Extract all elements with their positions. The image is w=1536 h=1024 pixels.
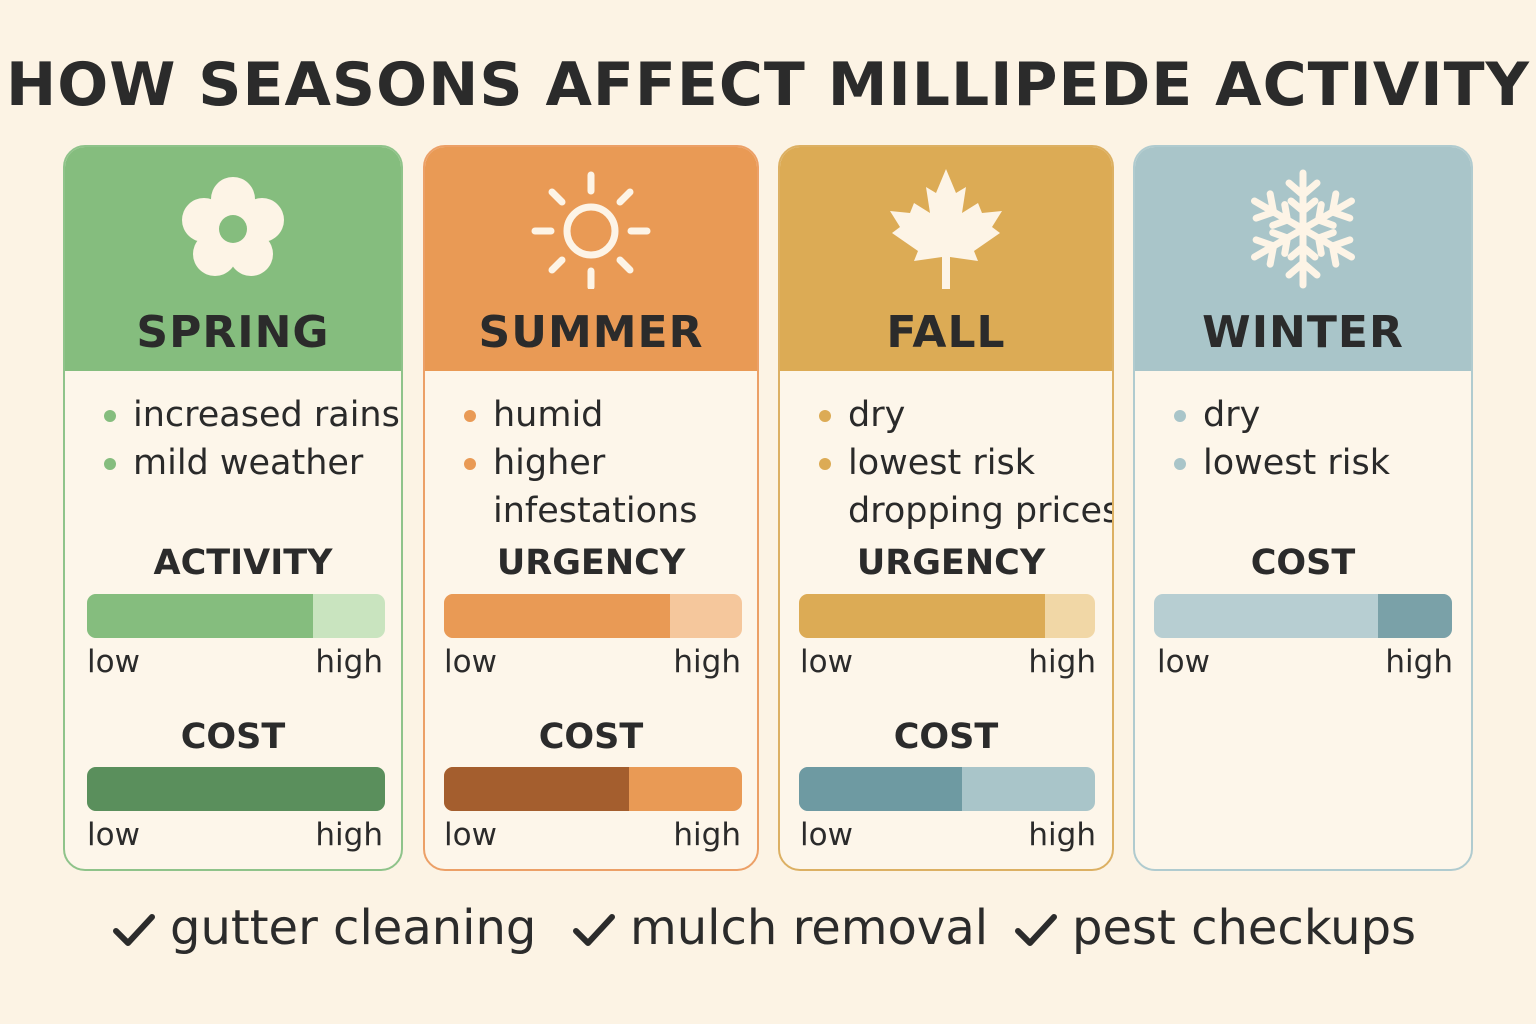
list-item: lowest risk [816,439,1112,487]
cost-bar [87,767,385,811]
scale-low-label: low [444,817,497,853]
scale-high-label: high [1028,817,1096,853]
scale-high-label: high [315,644,383,680]
metric-label: COST [180,717,286,757]
metric-label: COST [893,717,999,757]
scale-low-label: low [1157,644,1210,680]
season-card-fall: FALL dry lowest risk dropping prices URG… [778,145,1114,871]
scale-high-label: high [1028,644,1096,680]
cost-bar [1154,594,1452,638]
scale-high-label: high [673,817,741,853]
checklist-item: pest checkups [1014,900,1416,956]
flower-icon [182,177,284,276]
bullet-list: dry lowest risk dropping prices [816,391,1114,535]
season-header-winter: WINTER [1135,147,1471,371]
checklist-item: gutter cleaning [112,900,536,956]
cost-bar [799,767,1095,811]
scale-low-label: low [87,817,140,853]
scale-high-label: high [1385,644,1453,680]
metric-label: URGENCY [856,543,1046,583]
list-item: humid [461,391,697,439]
list-item-continuation: infestations [493,491,698,531]
season-card-winter: WINTER dry lowest risk COST low high [1133,145,1473,871]
scale-low-label: low [87,644,140,680]
list-item: higher [461,439,697,487]
check-icon [113,914,155,946]
page-title: HOW SEASONS AFFECT MILLIPEDE ACTIVITY [5,50,1531,120]
bar-fill [799,594,1045,638]
activity-bar [87,594,385,638]
scale-high-label: high [673,644,741,680]
season-name: WINTER [1202,307,1404,358]
metric-label: COST [1250,543,1356,583]
list-item: lowest risk [1171,439,1390,487]
bar-fill [1377,594,1452,638]
scale-low-label: low [444,644,497,680]
bullet-list: increased rains mild weather [101,391,400,487]
season-name: FALL [886,307,1006,358]
footer-checklist: gutter cleaning mulch removal pest check… [0,900,1536,970]
check-icon [573,914,615,946]
cost-bar [444,767,742,811]
metric-label: URGENCY [496,543,686,583]
season-card-spring: SPRING increased rains mild weather ACTI… [63,145,403,871]
scale-high-label: high [315,817,383,853]
scale-low-label: low [800,644,853,680]
season-card-summer: SUMMER humid higher infestations URGENCY… [423,145,759,871]
season-header-summer: SUMMER [425,147,757,371]
season-header-fall: FALL [780,147,1112,371]
bar-fill [444,594,671,638]
season-header-spring: SPRING [65,147,401,371]
urgency-bar [444,594,742,638]
list-item-continuation: dropping prices [848,491,1114,531]
check-icon [1015,914,1057,946]
season-name: SPRING [136,307,330,358]
season-name: SUMMER [478,307,704,358]
metric-label: COST [538,717,644,757]
bar-fill [444,767,629,811]
list-item: mild weather [101,439,400,487]
urgency-bar [799,594,1095,638]
list-item: increased rains [101,391,400,439]
maple-leaf-icon [890,169,1002,289]
checklist-item: mulch removal [572,900,988,956]
list-item: dry [816,391,1112,439]
bullet-list: dry lowest risk [1171,391,1390,487]
metric-label: ACTIVITY [153,543,333,583]
scale-low-label: low [800,817,853,853]
sun-icon [531,171,651,289]
bullet-list: humid higher infestations [461,391,697,535]
bar-fill [799,767,962,811]
snowflake-icon [1243,169,1363,289]
list-item: dry [1171,391,1390,439]
bar-fill [87,594,314,638]
bar-fill [87,767,385,811]
